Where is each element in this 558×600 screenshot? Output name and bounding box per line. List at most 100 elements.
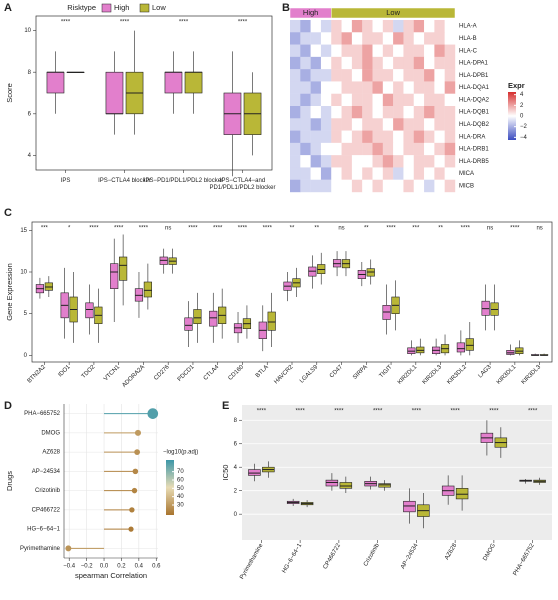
heat-cell [403,130,414,144]
heat-cell [362,93,373,107]
x-tick-label: BTN2A2 [27,364,48,385]
x-tick-label: IPS−PD1/PDL1/PDL2 blocker [144,178,223,184]
heat-cell [290,56,301,70]
heat-cell [424,56,435,70]
heat-cell [290,44,301,58]
heat-cell [331,118,342,131]
heat-cell [413,20,425,33]
x-tick-label: HG−6−64−1 [282,542,304,574]
heat-cell [310,20,322,33]
heat-cell [331,155,342,168]
colorbar-label: 30 [177,503,184,509]
point [147,408,159,419]
point [131,487,138,494]
column-annotation [331,7,456,19]
panel-border [35,15,273,171]
colorbar-label: 40 [177,494,184,500]
y-tick-label: CP466722 [32,507,61,513]
heat-cell [444,130,456,144]
heat-cell [444,142,456,156]
row-label: MICA [459,171,474,177]
heat-cell [434,130,445,144]
heat-cell [331,179,342,193]
heat-cell [310,81,322,94]
heat-cell [290,93,301,107]
heat-cell [362,20,373,33]
heat-cell [362,69,373,82]
heat-cell [444,32,456,45]
heat-cell [341,106,353,119]
heat-cell [444,56,456,70]
heat-cell [341,130,353,144]
row-label: HLA-B [459,36,477,42]
heat-cell [413,179,425,193]
row-label: HLA-DPB1 [459,73,489,79]
heat-cell [310,167,322,180]
heat-cell [424,32,435,45]
heat-cell [434,20,445,33]
heat-cell [290,69,301,82]
heat-cell [351,106,363,119]
legend-key [139,3,150,13]
legend-title: Risktype [67,3,96,12]
heat-cell [393,130,404,144]
box [46,71,65,94]
heat-cell [300,93,311,107]
heat-cell [351,118,363,131]
heat-cell [362,81,373,94]
box [209,310,218,327]
heat-cell [413,155,425,168]
heat-cell [290,118,301,131]
heat-cell [351,93,363,107]
heat-cell [290,155,301,168]
heat-cell [320,56,332,70]
y-tick-label: 4 [234,465,238,471]
heat-cell [382,142,394,156]
legend-title: Expr [508,81,525,90]
y-tick-label: AP−24534 [32,469,61,475]
heat-cell [372,179,384,193]
legend-title: −log10(p.adj) [163,450,198,456]
significance: **** [179,20,189,26]
colorbar-label: 50 [177,486,184,492]
significance: *** [41,226,49,232]
x-tick-label: VTCN1 [103,364,122,383]
heat-cell [434,69,445,82]
heat-cell [444,69,456,82]
x-axis-title: spearman Correlation [75,571,147,580]
significance: * [68,226,71,232]
heat-cell [444,93,456,107]
significance: **** [412,409,422,415]
heat-cell [413,32,425,45]
x-tick-label: Crizotinib [363,542,381,567]
heat-cell [320,106,332,119]
heat-cell [403,155,414,168]
box [184,71,203,94]
x-tick-label: CP466722 [323,542,343,570]
heat-cell [310,69,322,82]
heat-cell [382,130,394,144]
heat-cell [362,106,373,119]
heat-cell [403,81,414,94]
heat-cell [341,118,353,131]
heat-cell [290,32,301,45]
heat-cell [413,44,425,58]
significance: ns [536,226,542,232]
heat-cell [444,155,456,168]
significance: **** [114,226,124,232]
heat-cell [403,142,414,156]
significance: **** [263,226,273,232]
colorbar [166,460,174,515]
heat-cell [413,56,425,70]
heat-cell [444,81,456,94]
y-tick-label: Pyrimethamine [20,546,61,552]
heat-cell [351,81,363,94]
box [403,500,416,513]
heat-cell [372,69,384,82]
x-tick-label: AZ628 [444,542,458,561]
x-tick-label: TDO2 [81,364,97,380]
significance: **** [489,409,499,415]
heat-cell [393,118,404,131]
heat-cell [393,179,404,193]
